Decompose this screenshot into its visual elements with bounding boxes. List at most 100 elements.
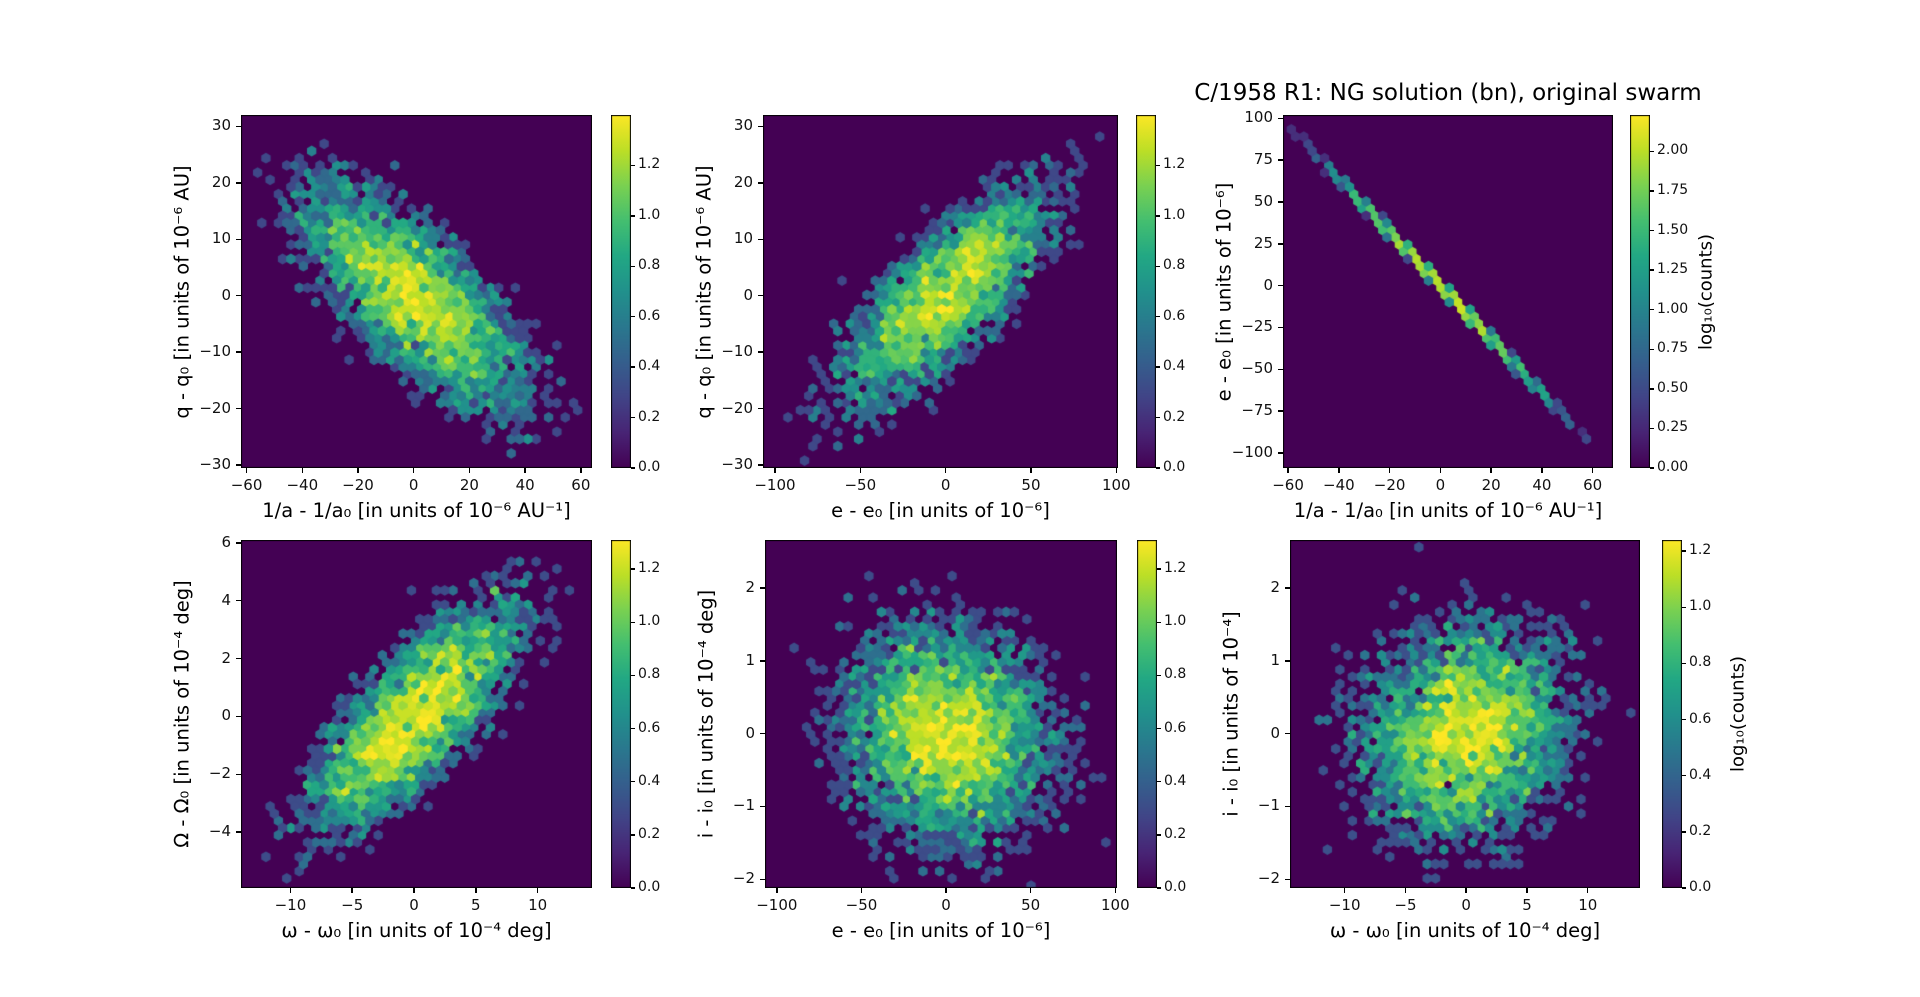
x-tick-label: 40	[1532, 476, 1552, 494]
y-tick-label: −25	[1241, 317, 1273, 336]
colorbar-tick-mark	[631, 780, 635, 783]
x-tick-label: 0	[940, 476, 951, 494]
y-tick-label: −75	[1241, 401, 1273, 420]
x-tick-label: 10	[1578, 896, 1598, 914]
colorbar-tick-mark	[631, 416, 635, 419]
x-tick-mark	[944, 468, 947, 473]
colorbar-tick-mark	[1156, 265, 1160, 268]
colorbar-tick-label: 0.8	[638, 257, 661, 274]
colorbar-tick-mark	[1650, 388, 1654, 390]
y-tick-mark	[236, 464, 241, 466]
colorbar-tick-mark	[1682, 662, 1686, 665]
y-tick-label: 10	[733, 229, 753, 248]
colorbar-tick-label: 0.2	[1163, 408, 1186, 425]
colorbar-tick-label: 0.8	[1689, 654, 1712, 671]
colorbar-tick-mark	[631, 621, 635, 624]
colorbar-tick-label: 0.4	[638, 772, 661, 789]
x-axis-label-p2: e - e₀ [in units of 10⁻⁶]	[831, 499, 1050, 522]
x-tick-mark	[475, 888, 477, 893]
x-tick-label: −20	[1373, 476, 1406, 494]
x-tick-label: −5	[341, 896, 364, 914]
y-tick-label: 25	[1253, 233, 1273, 252]
x-tick-mark	[357, 468, 359, 473]
colorbar-tick-mark	[1682, 550, 1686, 552]
colorbar-tick-mark	[631, 215, 635, 217]
x-tick-label: 10	[528, 896, 548, 914]
colorbar-label-p3: log₁₀(counts)	[1695, 233, 1717, 350]
colorbar-tick-mark	[631, 887, 635, 889]
x-tick-label: −40	[1323, 476, 1355, 494]
colorbar-tick-label: 1.2	[1689, 542, 1712, 559]
x-tick-mark	[1541, 468, 1543, 473]
hexbin-plot-p5	[765, 540, 1117, 888]
colorbar-tick-label: 0.4	[1163, 358, 1186, 375]
y-tick-label: 100	[1244, 108, 1273, 127]
colorbar-tick-label: 1.2	[1163, 156, 1186, 173]
colorbar-tick-label: 0.6	[638, 307, 661, 324]
x-tick-label: −60	[1272, 476, 1304, 494]
y-tick-label: 0	[1263, 275, 1273, 294]
y-tick-label: 2	[221, 648, 231, 667]
colorbar-tick-mark	[1156, 366, 1160, 368]
x-tick-mark	[412, 468, 415, 473]
y-tick-mark	[1278, 410, 1283, 412]
y-axis-label-p4: Ω - Ω₀ [in units of 10⁻⁴ deg]	[170, 580, 194, 848]
colorbar-tick-mark	[1650, 150, 1654, 153]
y-tick-mark	[1278, 284, 1283, 287]
y-tick-mark	[236, 831, 241, 833]
y-tick-label: 1	[1270, 650, 1280, 669]
x-axis-label-p6: ω - ω₀ [in units of 10⁻⁴ deg]	[1329, 919, 1601, 942]
x-tick-label: 20	[1481, 476, 1501, 494]
x-tick-mark	[1287, 468, 1289, 473]
colorbar-tick-label: 1.25	[1657, 261, 1689, 278]
colorbar-tick-mark	[1650, 467, 1654, 469]
hexbin-plot-p2	[763, 115, 1118, 468]
y-tick-label: 50	[1253, 191, 1273, 210]
colorbar-p6	[1662, 540, 1682, 888]
x-axis-label-p5: e - e₀ [in units of 10⁻⁶]	[831, 919, 1051, 942]
y-tick-label: 4	[221, 590, 231, 609]
y-tick-mark	[758, 182, 763, 184]
colorbar-tick-label: 1.2	[638, 156, 661, 173]
y-tick-label: −4	[208, 822, 231, 841]
x-tick-mark	[413, 888, 415, 893]
x-tick-mark	[1490, 468, 1492, 473]
colorbar-tick-mark	[631, 265, 635, 268]
x-tick-mark	[774, 468, 776, 473]
x-tick-label: −100	[756, 896, 798, 914]
y-tick-mark	[1278, 201, 1283, 203]
y-tick-mark	[758, 125, 763, 128]
y-tick-label: −10	[199, 342, 231, 361]
x-tick-mark	[1029, 888, 1032, 893]
colorbar-tick-mark	[1682, 887, 1686, 889]
colorbar-tick-label: 1.75	[1657, 181, 1689, 198]
colorbar-tick-label: 0.8	[638, 666, 661, 683]
x-tick-mark	[1439, 468, 1442, 473]
y-tick-label: 20	[211, 172, 231, 191]
x-tick-mark	[1465, 888, 1467, 893]
colorbar-tick-label: 0.75	[1657, 340, 1689, 357]
colorbar-tick-mark	[631, 467, 635, 469]
colorbar-tick-mark	[631, 164, 635, 167]
y-tick-label: 0	[221, 706, 231, 725]
x-tick-mark	[776, 888, 778, 893]
y-tick-mark	[236, 125, 241, 128]
x-tick-mark	[289, 888, 292, 893]
y-tick-mark	[760, 660, 765, 662]
colorbar-tick-mark	[631, 568, 635, 570]
y-tick-mark	[1278, 159, 1283, 161]
x-tick-label: −40	[286, 476, 319, 494]
y-tick-label: 2	[745, 578, 755, 597]
x-tick-label: 60	[1583, 476, 1603, 494]
x-tick-mark	[1338, 468, 1340, 473]
colorbar-tick-label: 0.8	[1163, 257, 1186, 274]
colorbar-tick-label: 1.50	[1657, 221, 1689, 238]
y-tick-mark	[758, 464, 763, 466]
colorbar-p2	[1136, 115, 1156, 468]
x-tick-mark	[524, 468, 526, 473]
colorbar-tick-mark	[1650, 308, 1654, 311]
y-tick-label: −30	[721, 455, 753, 474]
hexbin-plot-p1	[241, 115, 592, 468]
y-tick-mark	[1285, 878, 1290, 880]
x-tick-mark	[1404, 888, 1407, 893]
